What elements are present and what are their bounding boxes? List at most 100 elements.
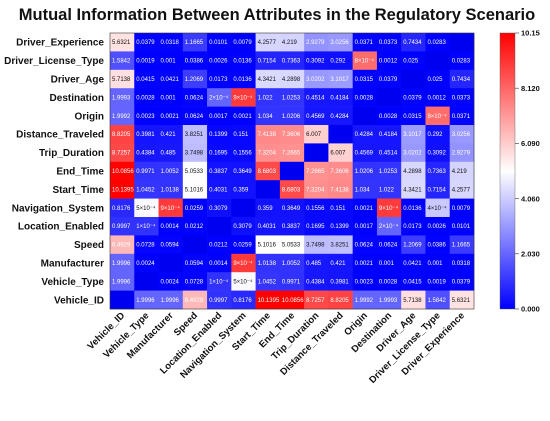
heatmap-cell xyxy=(158,217,184,236)
heatmap-cell xyxy=(255,125,281,144)
cell-value-label: 0.7434 xyxy=(452,77,471,83)
heatmap-cell xyxy=(134,198,159,218)
cell-value-label: 5.7138 xyxy=(403,298,422,304)
heatmap-cell xyxy=(182,235,208,255)
cell-value-label: 7.4138 xyxy=(330,187,349,193)
heatmap-cell xyxy=(279,106,305,126)
cell-value-label: 1.0452 xyxy=(136,187,155,193)
cell-value-label: 1.034 xyxy=(355,187,371,193)
heatmap-cell xyxy=(304,143,329,163)
cell-value-label: 3.8251 xyxy=(330,243,349,249)
heatmap-cell xyxy=(255,272,281,291)
heatmap-cell xyxy=(304,198,329,218)
cell-value-label: 1×10⁻⁴ xyxy=(136,223,156,230)
cell-value-label: 0.1556 xyxy=(233,151,252,157)
cell-value-label: 0.292 xyxy=(330,59,346,65)
heatmap-cell xyxy=(182,106,208,126)
heatmap-cell xyxy=(207,180,232,199)
heatmap-cell xyxy=(182,143,208,163)
heatmap-cell xyxy=(279,290,305,310)
heatmap-cell xyxy=(279,217,305,236)
heatmap-cell xyxy=(207,235,232,255)
heatmap-cell xyxy=(304,272,329,291)
heatmap-cell xyxy=(279,198,305,218)
heatmap-cell xyxy=(304,88,329,107)
cell-value-label: 4.2577 xyxy=(452,187,471,193)
heatmap-cell xyxy=(352,51,378,71)
heatmap-cell xyxy=(376,125,402,144)
cell-value-label: 0.025 xyxy=(427,77,443,83)
cell-value-label: 0.9997 xyxy=(112,224,131,230)
cell-value-label: 0.4384 xyxy=(306,279,325,285)
heatmap-cell xyxy=(231,143,256,163)
heatmap-cell xyxy=(134,125,159,144)
y-tick-label: Origin xyxy=(75,111,104,122)
heatmap-cell xyxy=(158,33,184,52)
heatmap-cell xyxy=(110,143,135,163)
heatmap-cell xyxy=(328,69,353,89)
heatmap-cell xyxy=(425,51,451,71)
heatmap-cell xyxy=(231,125,256,144)
cell-value-label: 0.421 xyxy=(161,132,177,138)
heatmap-cell xyxy=(158,272,184,291)
cell-value-label: 0.0371 xyxy=(452,114,471,120)
heatmap-cell xyxy=(352,106,378,126)
cell-value-label: 0.0017 xyxy=(355,224,374,230)
heatmap-cell xyxy=(449,290,475,310)
cell-value-label: 1.1665 xyxy=(452,243,471,249)
heatmap-cell xyxy=(401,106,426,126)
cell-value-label: 0.0173 xyxy=(403,224,422,230)
cell-value-label: 0.359 xyxy=(233,187,249,193)
heatmap-cell xyxy=(110,51,135,71)
heatmap-cell xyxy=(376,235,402,255)
cell-value-label: 0.4284 xyxy=(330,114,349,120)
heatmap-cell xyxy=(207,161,232,181)
heatmap-cell xyxy=(134,235,159,255)
heatmap-cell xyxy=(231,161,256,181)
cell-value-label: 0.9971 xyxy=(282,279,301,285)
heatmap-cell xyxy=(328,51,353,71)
cell-value-label: 0.0021 xyxy=(233,114,252,120)
heatmap-cell xyxy=(328,198,353,218)
cell-value-label: 5.6321 xyxy=(452,298,471,304)
heatmap-cell xyxy=(328,217,353,236)
cell-value-label: 0.0318 xyxy=(452,261,471,267)
heatmap-cell xyxy=(425,180,451,199)
heatmap-cell xyxy=(231,106,256,126)
cell-value-label: 5×10⁻⁴ xyxy=(233,278,253,285)
cell-value-label: 0.1556 xyxy=(306,206,325,212)
y-tick-label: Driver_License_Type xyxy=(4,56,104,67)
heatmap-cell xyxy=(207,88,232,107)
y-tick-label: Navigation_System xyxy=(12,203,104,214)
heatmap-cell xyxy=(231,253,256,273)
cell-value-label: 0.0079 xyxy=(452,206,471,212)
colorbar-tick-label: 10.15 xyxy=(521,29,540,38)
cell-value-label: 0.0019 xyxy=(427,279,446,285)
heatmap-cell xyxy=(207,51,232,71)
cell-value-label: 1.9996 xyxy=(112,279,131,285)
heatmap-grid: 5.6321 0.0379 0.0318 1.1665 0.0101 0.0079 4.25… xyxy=(110,33,475,310)
cell-value-label: 0.8176 xyxy=(112,206,131,212)
cell-value-label: 6.007 xyxy=(330,151,346,157)
cell-value-label: 0.4384 xyxy=(136,151,155,157)
heatmap-cell xyxy=(449,106,475,126)
cell-value-label: 8×10⁻⁴ xyxy=(427,113,447,120)
cell-value-label: 0.0379 xyxy=(136,40,155,46)
cell-value-label: 0.0212 xyxy=(185,224,204,230)
cell-value-label: 1.9993 xyxy=(379,298,398,304)
cell-value-label: 0.0415 xyxy=(136,77,155,83)
heatmap-cell xyxy=(328,143,353,163)
cell-value-label: 7.2665 xyxy=(306,169,325,175)
heatmap-cell xyxy=(449,69,475,89)
cell-value-label: 0.3092 xyxy=(427,151,446,157)
heatmap-cell xyxy=(182,180,208,199)
heatmap-cell xyxy=(158,69,184,89)
cell-value-label: 0.0019 xyxy=(136,59,155,65)
heatmap-cell xyxy=(279,253,305,273)
cell-value-label: 1.2069 xyxy=(185,77,204,83)
cell-value-label: 9×10⁻⁴ xyxy=(233,94,253,101)
heatmap-cell xyxy=(279,88,305,107)
cell-value-label: 0.0212 xyxy=(209,243,228,249)
cell-value-label: 0.1695 xyxy=(209,151,228,157)
heatmap-cell xyxy=(255,161,281,181)
